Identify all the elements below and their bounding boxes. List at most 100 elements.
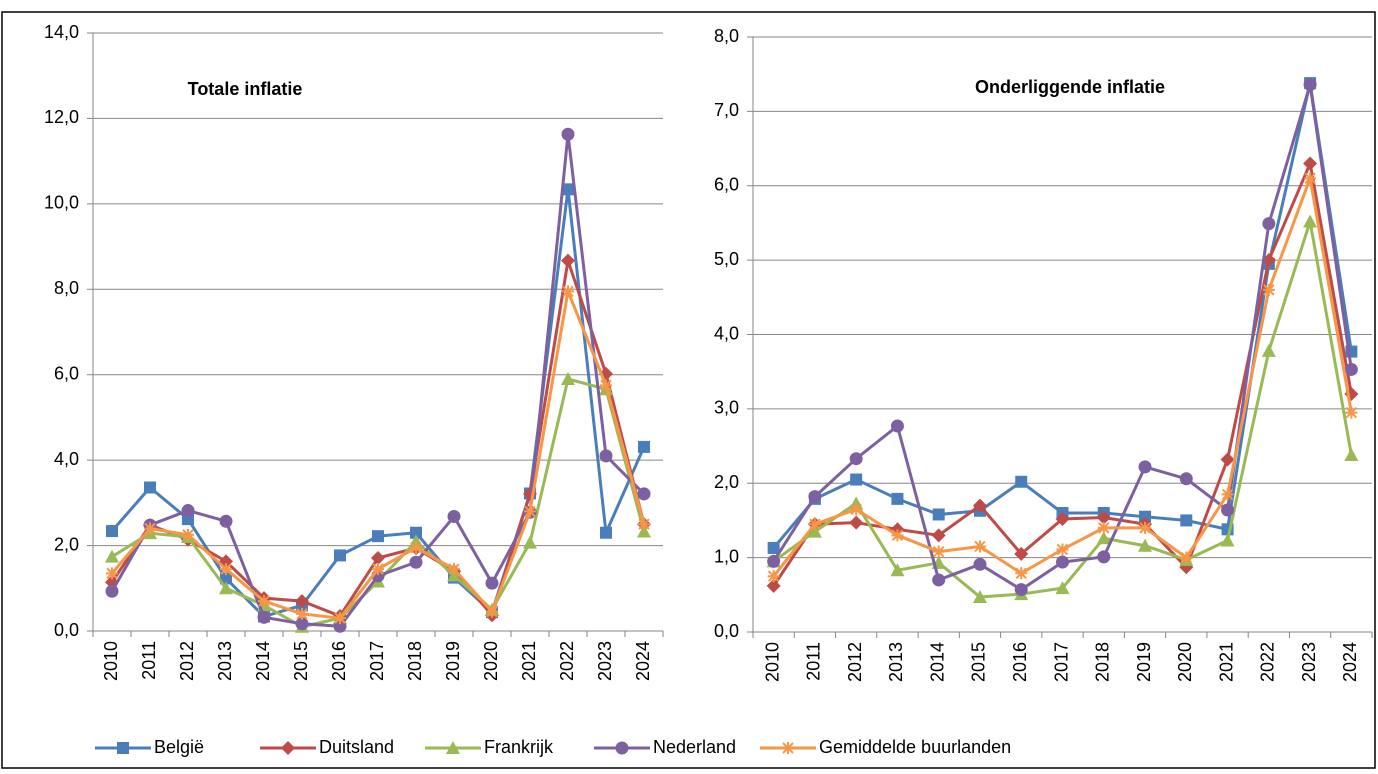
x-tick-label: 2021 bbox=[519, 641, 539, 681]
marker bbox=[767, 570, 780, 583]
marker bbox=[1303, 156, 1318, 171]
marker bbox=[372, 530, 384, 543]
x-tick-label: 2019 bbox=[1134, 642, 1154, 682]
marker bbox=[281, 741, 295, 755]
marker bbox=[932, 545, 945, 558]
marker bbox=[599, 449, 613, 463]
marker bbox=[1139, 521, 1152, 534]
x-tick-label: 2023 bbox=[595, 641, 615, 681]
marker bbox=[1014, 546, 1029, 561]
marker bbox=[524, 505, 536, 518]
y-tick-label: 8,0 bbox=[714, 26, 739, 46]
marker bbox=[485, 576, 499, 590]
marker bbox=[1261, 343, 1276, 357]
marker bbox=[220, 572, 232, 585]
x-tick-label: 2016 bbox=[329, 641, 349, 681]
marker bbox=[258, 595, 270, 608]
marker bbox=[144, 522, 156, 535]
x-tick-label: 2010 bbox=[101, 641, 121, 681]
chart-title: Totale inflatie bbox=[188, 79, 303, 99]
frame bbox=[1, 11, 1376, 769]
marker bbox=[807, 524, 822, 538]
marker bbox=[932, 508, 945, 521]
marker bbox=[1304, 172, 1317, 185]
marker bbox=[1220, 533, 1235, 547]
legend-label: Duitsland bbox=[319, 737, 394, 757]
marker bbox=[931, 528, 946, 543]
marker bbox=[1096, 531, 1111, 545]
marker bbox=[1056, 555, 1069, 569]
marker bbox=[105, 584, 119, 598]
marker bbox=[600, 379, 612, 392]
marker bbox=[638, 518, 650, 531]
y-tick-label: 14,0 bbox=[44, 22, 79, 42]
marker bbox=[891, 529, 904, 542]
marker bbox=[972, 498, 987, 513]
marker bbox=[1015, 475, 1028, 488]
marker bbox=[219, 514, 233, 528]
marker bbox=[767, 554, 781, 568]
marker bbox=[637, 524, 651, 538]
marker bbox=[106, 567, 118, 580]
x-tick-label: 2023 bbox=[1299, 642, 1319, 682]
y-tick-label: 0,0 bbox=[714, 621, 739, 641]
marker bbox=[1138, 538, 1153, 552]
x-tick-label: 2018 bbox=[405, 641, 425, 681]
marker bbox=[295, 594, 309, 609]
x-tick-label: 2024 bbox=[1340, 642, 1360, 682]
marker bbox=[850, 503, 863, 516]
marker bbox=[1221, 503, 1235, 517]
marker bbox=[891, 492, 904, 505]
marker bbox=[117, 742, 129, 754]
x-tick-label: 2010 bbox=[762, 642, 782, 682]
legend-label: Gemiddelde buurlanden bbox=[819, 737, 1011, 757]
marker bbox=[372, 563, 384, 576]
x-tick-label: 2012 bbox=[177, 641, 197, 681]
x-tick-label: 2020 bbox=[1175, 642, 1195, 682]
x-tick-label: 2015 bbox=[291, 641, 311, 681]
marker bbox=[219, 581, 233, 595]
y-tick-label: 4,0 bbox=[714, 323, 739, 343]
marker bbox=[767, 541, 780, 554]
x-tick-label: 2011 bbox=[139, 641, 159, 680]
y-tick-label: 1,0 bbox=[714, 546, 739, 566]
marker bbox=[410, 526, 422, 539]
x-tick-label: 2024 bbox=[633, 641, 653, 681]
x-tick-label: 2022 bbox=[1258, 642, 1278, 682]
marker bbox=[1139, 510, 1152, 523]
marker bbox=[890, 419, 904, 433]
marker bbox=[1303, 78, 1317, 92]
marker bbox=[1096, 510, 1111, 525]
marker bbox=[220, 563, 232, 576]
marker bbox=[334, 549, 346, 562]
marker bbox=[766, 578, 781, 593]
marker bbox=[1262, 283, 1275, 296]
marker bbox=[615, 741, 629, 755]
legend-label: België bbox=[154, 737, 204, 757]
marker bbox=[446, 741, 460, 754]
marker bbox=[182, 528, 194, 541]
marker bbox=[1097, 550, 1111, 564]
x-tick-label: 2018 bbox=[1093, 642, 1113, 682]
x-tick-label: 2017 bbox=[1051, 642, 1071, 682]
marker bbox=[523, 535, 537, 549]
marker bbox=[561, 127, 575, 141]
marker bbox=[808, 518, 821, 531]
marker bbox=[782, 742, 794, 754]
marker bbox=[1056, 543, 1069, 556]
marker bbox=[561, 371, 575, 385]
marker bbox=[1097, 521, 1110, 534]
marker bbox=[1055, 581, 1070, 595]
x-tick-label: 2020 bbox=[481, 641, 501, 681]
marker bbox=[973, 540, 986, 553]
marker bbox=[1262, 217, 1276, 231]
x-tick-label: 2019 bbox=[443, 641, 463, 681]
y-tick-label: 0,0 bbox=[54, 620, 79, 640]
y-tick-label: 2,0 bbox=[714, 472, 739, 492]
marker bbox=[1303, 214, 1318, 228]
x-tick-label: 2014 bbox=[253, 641, 273, 681]
marker bbox=[638, 440, 650, 453]
marker bbox=[295, 617, 309, 631]
